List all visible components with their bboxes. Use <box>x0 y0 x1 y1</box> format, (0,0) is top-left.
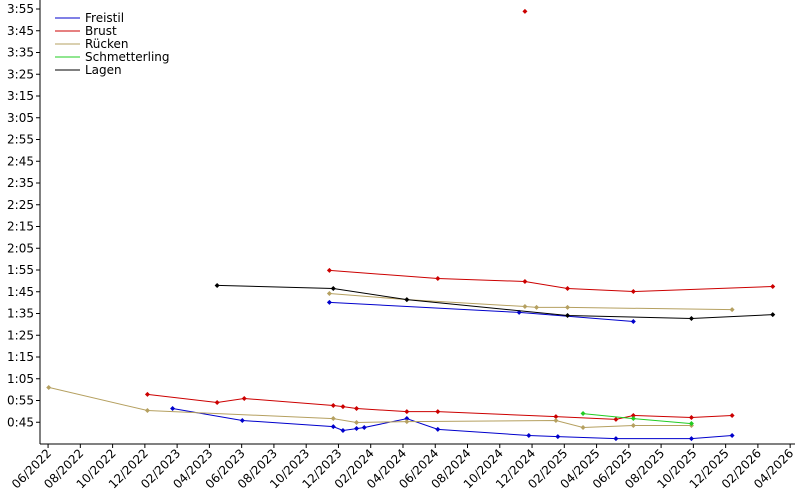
data-point <box>214 399 220 405</box>
legend-label: Schmetterling <box>85 50 170 64</box>
y-tick-label: 3:15 <box>7 89 34 103</box>
data-point <box>144 391 150 397</box>
y-tick-label: 1:15 <box>7 350 34 364</box>
data-point <box>330 416 336 422</box>
data-point <box>214 282 220 288</box>
series-line <box>147 11 772 419</box>
y-tick-label: 2:35 <box>7 176 34 190</box>
data-point <box>630 289 636 295</box>
data-point <box>435 275 441 281</box>
data-point <box>170 406 176 412</box>
data-point <box>630 319 636 325</box>
data-point <box>404 409 410 415</box>
data-point <box>241 396 247 402</box>
data-point <box>688 436 694 442</box>
data-point <box>340 404 346 410</box>
legend-label: Freistil <box>85 11 124 25</box>
y-tick-label: 3:05 <box>7 111 34 125</box>
data-point <box>630 423 636 429</box>
data-point <box>729 433 735 439</box>
y-tick-label: 1:45 <box>7 285 34 299</box>
data-point <box>565 285 571 291</box>
y-tick-label: 1:25 <box>7 328 34 342</box>
data-point <box>729 307 735 313</box>
data-point <box>404 419 410 425</box>
y-tick-label: 2:25 <box>7 198 34 212</box>
y-tick-label: 1:55 <box>7 263 34 277</box>
y-tick-label: 0:45 <box>7 415 34 429</box>
data-point <box>361 424 367 430</box>
y-tick-label: 3:25 <box>7 67 34 81</box>
data-point <box>613 416 619 422</box>
data-point <box>729 413 735 419</box>
data-point <box>565 312 571 318</box>
data-point <box>144 408 150 414</box>
data-point <box>522 304 528 310</box>
data-point <box>580 411 586 417</box>
data-point <box>770 312 776 318</box>
y-tick-label: 1:35 <box>7 307 34 321</box>
data-point <box>565 304 571 310</box>
data-point <box>553 418 559 424</box>
data-point <box>239 418 245 424</box>
legend-label: Brust <box>85 24 117 38</box>
data-point <box>330 403 336 409</box>
data-point <box>326 290 332 296</box>
y-tick-label: 2:45 <box>7 154 34 168</box>
data-point <box>522 279 528 285</box>
series-line <box>217 284 773 320</box>
data-point <box>404 416 410 422</box>
data-point <box>435 409 441 415</box>
y-tick-label: 1:05 <box>7 372 34 386</box>
data-point <box>630 413 636 419</box>
data-point <box>354 406 360 412</box>
data-point <box>688 421 694 427</box>
legend-label: Rücken <box>85 37 129 51</box>
data-point <box>534 304 540 310</box>
y-tick-label: 2:05 <box>7 241 34 255</box>
y-tick-label: 2:15 <box>7 220 34 234</box>
data-point <box>526 433 532 439</box>
data-point <box>580 424 586 430</box>
data-point <box>688 316 694 322</box>
data-point <box>435 426 441 432</box>
data-point <box>326 267 332 273</box>
data-point <box>46 384 52 390</box>
data-point <box>555 434 561 440</box>
data-point <box>688 414 694 420</box>
series-line <box>172 301 733 440</box>
y-tick-label: 3:55 <box>7 2 34 16</box>
data-point <box>354 426 360 432</box>
data-point <box>630 416 636 422</box>
data-point <box>553 414 559 420</box>
data-point <box>522 8 528 14</box>
data-point <box>404 297 410 303</box>
legend-label: Lagen <box>85 63 122 77</box>
data-point <box>326 299 332 305</box>
y-tick-label: 0:55 <box>7 394 34 408</box>
series-line <box>48 293 733 429</box>
data-point <box>613 436 619 442</box>
data-point <box>354 419 360 425</box>
data-point <box>330 285 336 291</box>
data-point <box>340 428 346 434</box>
data-point <box>330 424 336 430</box>
y-tick-label: 3:35 <box>7 46 34 60</box>
y-tick-label: 2:55 <box>7 133 34 147</box>
y-tick-label: 3:45 <box>7 24 34 38</box>
data-point <box>770 284 776 290</box>
